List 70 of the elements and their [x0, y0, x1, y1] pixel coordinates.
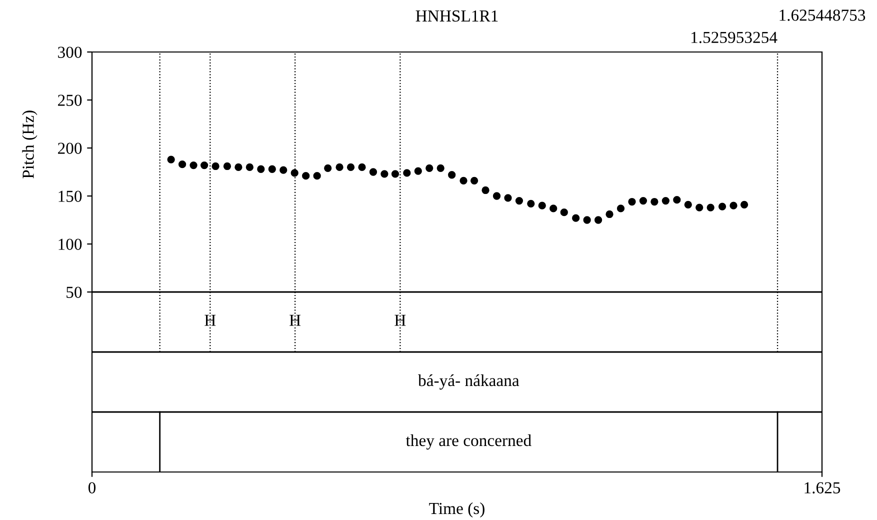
- point: [460, 176, 468, 184]
- point: [594, 216, 602, 224]
- point: [639, 196, 648, 205]
- point: [336, 163, 344, 172]
- point: [268, 165, 276, 173]
- y-tick-label: 300: [58, 46, 82, 58]
- annotation: they are concerned: [406, 434, 532, 450]
- point: [167, 156, 175, 164]
- point: [246, 163, 254, 172]
- point: [414, 167, 422, 175]
- point: [313, 172, 321, 180]
- point: [706, 204, 714, 212]
- x-axis-title: Time (s): [429, 502, 484, 518]
- annotation: H: [290, 314, 301, 326]
- point: [616, 204, 625, 212]
- text: 1.625448753: [780, 10, 866, 21]
- point: [572, 214, 580, 222]
- point: [684, 200, 692, 208]
- point: [492, 192, 501, 200]
- x-tick-label: 0: [88, 482, 96, 494]
- point: [606, 210, 614, 218]
- point: [391, 170, 400, 178]
- annotation: 1.525953254: [691, 32, 778, 44]
- point: [212, 162, 220, 170]
- point: [628, 198, 636, 206]
- point: [470, 176, 478, 184]
- point: [190, 161, 198, 170]
- annotation: bá-yá- nákaana: [418, 374, 520, 390]
- annotation: H: [394, 314, 406, 326]
- point: [730, 202, 738, 210]
- point: [515, 196, 524, 205]
- point: [234, 163, 242, 172]
- y-tick-label: 100: [58, 238, 82, 250]
- point: [560, 208, 568, 216]
- point: [482, 186, 490, 194]
- point: [280, 166, 288, 174]
- point: [302, 172, 310, 180]
- point: [538, 202, 546, 210]
- point: [426, 164, 434, 172]
- point: [718, 202, 726, 210]
- point: [740, 200, 748, 208]
- y-tick-label: 250: [58, 94, 82, 106]
- point: [346, 163, 355, 172]
- point: [527, 200, 535, 208]
- y-axis-title: Pitch (Hz): [22, 110, 38, 178]
- point: [290, 169, 298, 177]
- point: [223, 162, 232, 170]
- point: [200, 161, 208, 170]
- chart-title: HNHSL1R1: [416, 10, 498, 22]
- point: [369, 168, 378, 176]
- point: [324, 164, 332, 172]
- point: [662, 196, 670, 205]
- point: [448, 171, 456, 179]
- point: [550, 204, 558, 212]
- y-tick-label: 200: [58, 142, 82, 154]
- point: [673, 196, 681, 204]
- y-tick-label: 50: [66, 286, 82, 298]
- point: [403, 169, 411, 177]
- point: [358, 163, 366, 172]
- point: [583, 216, 591, 224]
- annotation: H: [204, 314, 216, 326]
- point: [650, 198, 658, 206]
- point: [257, 165, 265, 173]
- point: [380, 170, 388, 178]
- point: [504, 194, 512, 202]
- point: [178, 160, 186, 168]
- x-tick-label: 1.625: [804, 482, 840, 494]
- point: [436, 164, 444, 172]
- point: [696, 204, 704, 212]
- y-tick-label: 150: [58, 190, 82, 202]
